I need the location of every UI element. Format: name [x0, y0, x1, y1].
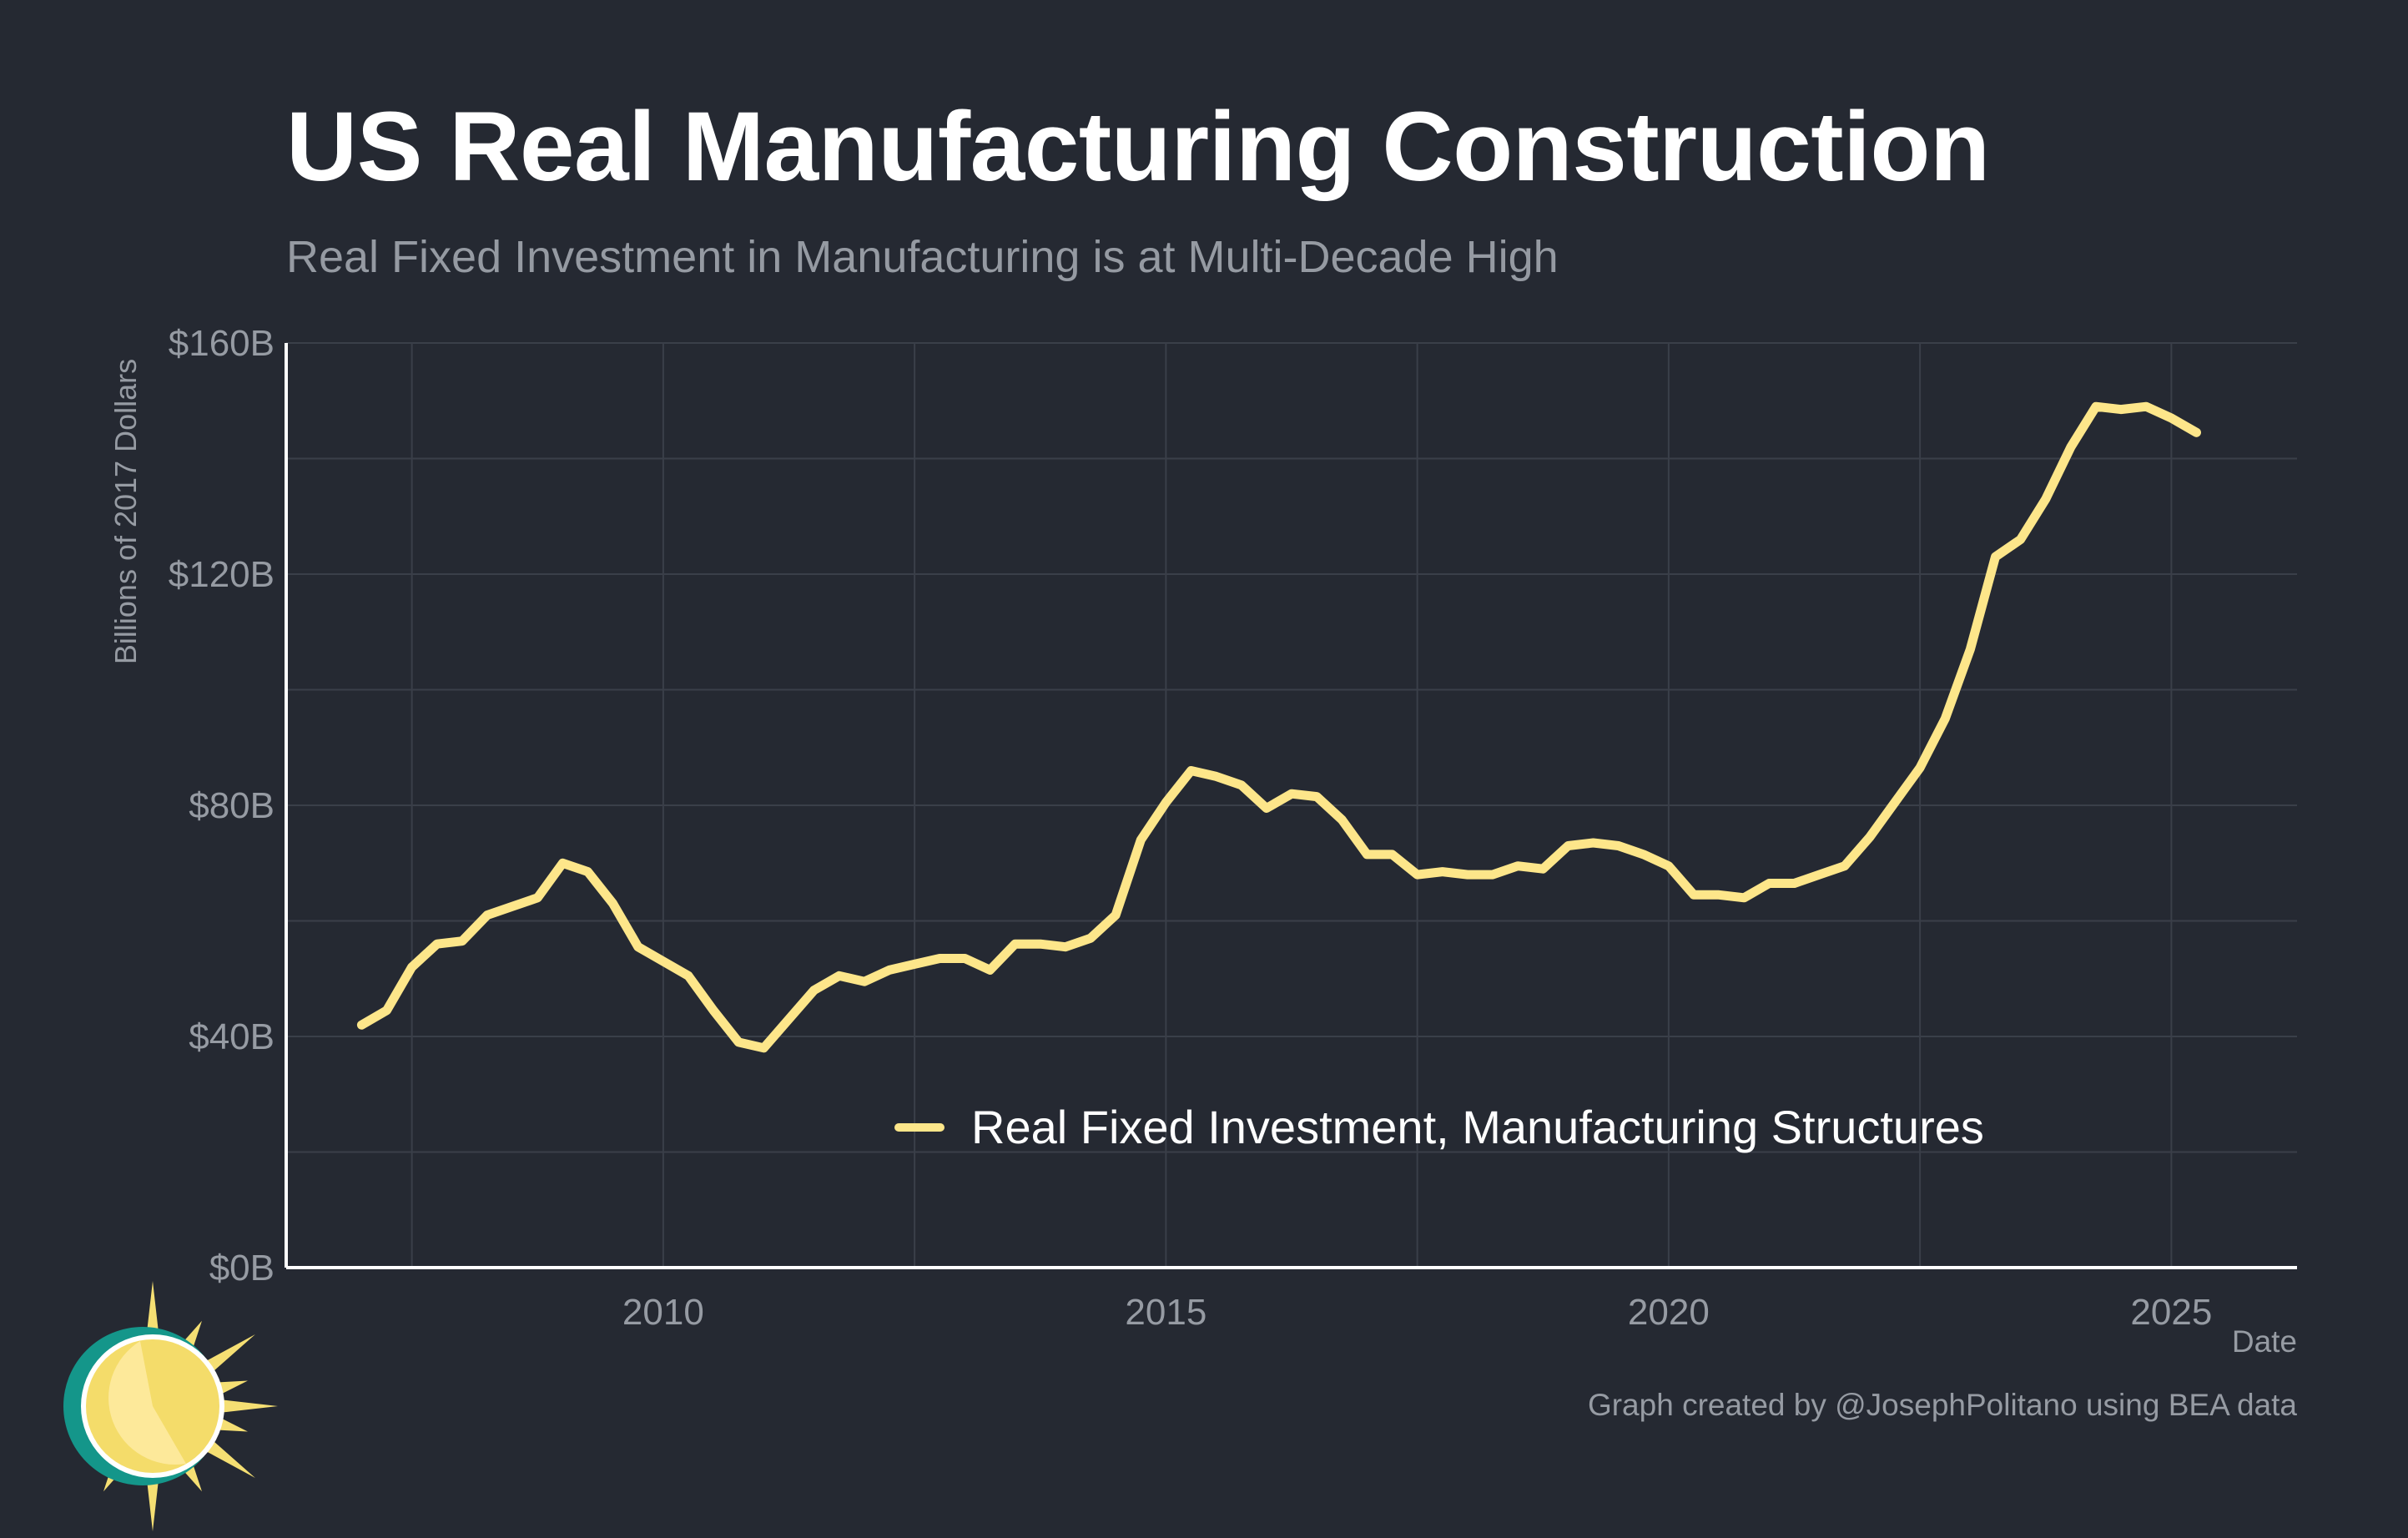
legend-label: Real Fixed Investment, Manufacturing Str… — [971, 1101, 1984, 1153]
y-tick-label: $40B — [189, 1016, 275, 1057]
sun-ray — [203, 1439, 255, 1479]
chart-title: US Real Manufacturing Construction — [286, 92, 1990, 202]
y-tick-label: $120B — [169, 554, 275, 595]
sun-ray — [219, 1399, 278, 1413]
x-tick-labels: 2010 2015 2020 2025 — [622, 1292, 2212, 1333]
legend: Real Fixed Investment, Manufacturing Str… — [894, 1100, 1984, 1154]
source-credit: Graph created by @JosephPolitano using B… — [1587, 1388, 2297, 1422]
y-axis-title: Billions of 2017 Dollars — [108, 359, 143, 664]
y-tick-labels: $0B $40B $80B $120B $160B — [169, 323, 275, 1288]
series-layer — [356, 401, 2201, 1053]
x-tick-label: 2025 — [2130, 1292, 2212, 1333]
sun-ray — [214, 1380, 248, 1396]
sun-logo-icon — [63, 1281, 278, 1531]
y-tick-label: $80B — [189, 785, 275, 826]
sun-ray — [214, 1416, 248, 1432]
axes — [285, 343, 2297, 1269]
sun-ray — [203, 1334, 255, 1374]
chart-subtitle: Real Fixed Investment in Manufacturing i… — [286, 232, 1559, 282]
x-tick-label: 2020 — [1628, 1292, 1710, 1333]
series-line — [356, 401, 2201, 1053]
sun-ray — [146, 1472, 159, 1531]
x-tick-label: 2010 — [622, 1292, 704, 1333]
y-tick-label: $0B — [209, 1248, 275, 1288]
y-tick-label: $160B — [169, 323, 275, 364]
x-tick-label: 2015 — [1125, 1292, 1207, 1333]
x-axis-title: Date — [2232, 1324, 2297, 1359]
sun-ray — [146, 1281, 159, 1340]
legend-swatch — [894, 1122, 945, 1132]
